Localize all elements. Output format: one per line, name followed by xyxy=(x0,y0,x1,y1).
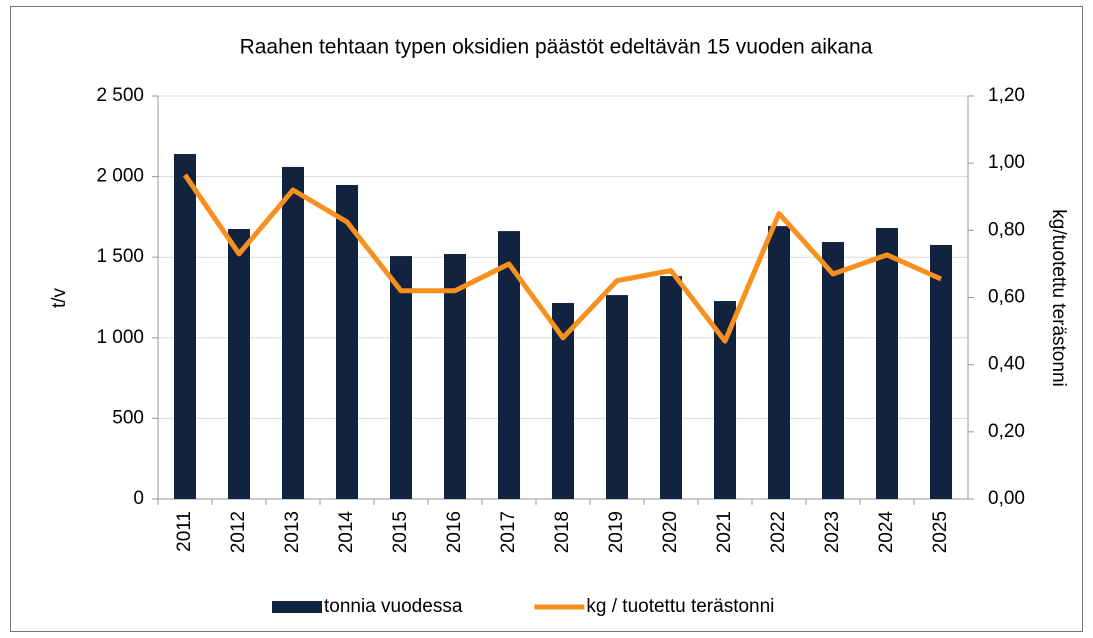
y-tick-label: 2 500 xyxy=(96,85,144,106)
y2-tick-label: 1,20 xyxy=(988,85,1025,106)
x-tick-label: 2021 xyxy=(714,511,735,553)
x-tick-label: 2018 xyxy=(552,511,573,553)
y2-axis-title: kg/tuotettu terästonni xyxy=(1048,209,1069,386)
x-tick-label: 2012 xyxy=(228,511,249,553)
line xyxy=(182,173,943,344)
bar xyxy=(768,226,790,500)
bar xyxy=(876,228,898,499)
legend-label: kg / tuotettu terästonni xyxy=(586,596,774,617)
y2-tick-label: 0,20 xyxy=(988,421,1025,442)
legend-label: tonnia vuodessa xyxy=(324,596,463,617)
bar xyxy=(660,276,682,499)
x-tick-label: 2014 xyxy=(336,511,357,554)
bar xyxy=(606,295,628,499)
y-tick-label: 0 xyxy=(133,488,144,509)
y-tick-label: 1 500 xyxy=(96,246,144,267)
bar xyxy=(714,301,736,499)
x-tick-label: 2011 xyxy=(174,511,195,552)
bar xyxy=(282,166,304,500)
legend-swatch xyxy=(272,601,322,613)
chart-title: Raahen tehtaan typen oksidien päästöt ed… xyxy=(240,36,873,59)
y-tick-label: 2 000 xyxy=(96,166,144,187)
x-tick-label: 2022 xyxy=(768,511,789,553)
y-tick-label: 500 xyxy=(112,407,144,428)
bar xyxy=(444,253,466,499)
y2-tick-label: 0,80 xyxy=(988,219,1025,240)
y-axis-title: t/v xyxy=(49,287,70,308)
x-tick-label: 2023 xyxy=(822,511,843,553)
bar xyxy=(552,302,574,499)
x-tick-label: 2024 xyxy=(876,511,897,554)
bar xyxy=(174,154,196,500)
y2-tick-label: 0,40 xyxy=(988,354,1025,375)
bar xyxy=(390,256,412,499)
bar xyxy=(336,184,358,499)
x-tick-label: 2015 xyxy=(390,511,411,553)
x-tick-label: 2013 xyxy=(282,511,303,553)
bar xyxy=(822,242,844,500)
bar xyxy=(930,244,952,499)
bar xyxy=(498,231,520,499)
y2-tick-label: 0,00 xyxy=(988,488,1025,509)
bar xyxy=(228,228,250,500)
y2-tick-label: 0,60 xyxy=(988,287,1025,308)
x-tick-label: 2020 xyxy=(660,511,681,553)
y-tick-label: 1 000 xyxy=(96,327,144,348)
x-tick-label: 2017 xyxy=(498,511,519,553)
x-tick-label: 2019 xyxy=(606,511,627,553)
x-tick-label: 2016 xyxy=(444,511,465,553)
x-tick-label: 2025 xyxy=(930,511,951,553)
y2-tick-label: 1,00 xyxy=(988,152,1025,173)
